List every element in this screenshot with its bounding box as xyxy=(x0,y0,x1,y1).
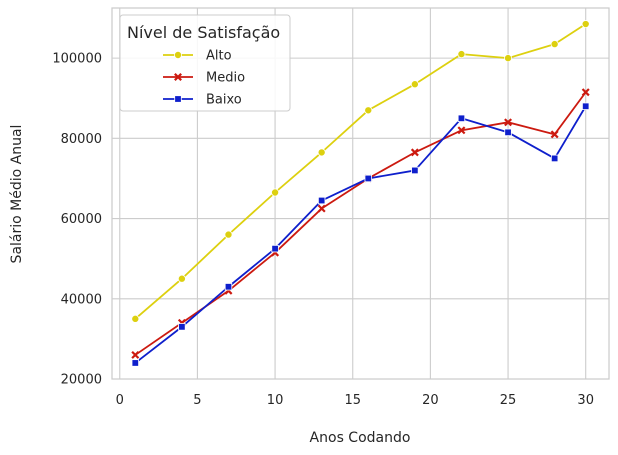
y-tick-label-0: 20000 xyxy=(61,373,102,388)
x-axis-ticks: 0 5 10 15 20 25 30 xyxy=(116,393,594,408)
y-tick-label-1: 40000 xyxy=(61,292,102,307)
y-tick-label-2: 60000 xyxy=(61,212,102,227)
data-point-medio-0 xyxy=(131,350,140,359)
x-tick-label-6: 30 xyxy=(577,393,594,408)
data-point-baixo-10 xyxy=(582,102,590,110)
x-tick-label-2: 10 xyxy=(267,393,284,408)
data-point-alto-2 xyxy=(224,230,233,239)
data-point-alto-8 xyxy=(504,54,513,63)
data-point-alto-5 xyxy=(364,106,373,115)
legend: Nível de Satisfação Alto Medio Baixo xyxy=(119,14,291,112)
legend-marker-baixo xyxy=(174,95,182,103)
plot-frame xyxy=(111,7,610,380)
x-tick-label-5: 25 xyxy=(500,393,517,408)
legend-label-baixo: Baixo xyxy=(206,93,242,108)
data-point-medio-9 xyxy=(550,130,559,139)
data-point-alto-6 xyxy=(410,80,419,89)
data-point-alto-10 xyxy=(581,20,590,29)
data-point-medio-10 xyxy=(581,88,590,97)
legend-item-baixo: Baixo xyxy=(163,93,242,108)
legend-box xyxy=(119,14,291,112)
data-point-baixo-9 xyxy=(550,154,559,163)
y-tick-label-4: 100000 xyxy=(52,52,102,67)
legend-items: Alto Medio Baixo xyxy=(163,49,245,108)
data-point-baixo-2 xyxy=(224,283,233,291)
legend-marker-medio xyxy=(174,73,182,81)
data-point-medio-8 xyxy=(504,118,513,127)
x-tick-label-3: 15 xyxy=(344,393,361,408)
x-tick-label-1: 5 xyxy=(193,393,201,408)
data-point-alto-7 xyxy=(457,50,466,59)
data-point-medio-6 xyxy=(410,148,419,157)
y-axis-label: Salário Médio Anual xyxy=(9,125,25,264)
legend-item-medio: Medio xyxy=(163,71,245,86)
data-point-baixo-4 xyxy=(317,196,326,205)
data-point-alto-4 xyxy=(317,148,326,157)
data-point-alto-0 xyxy=(131,314,140,323)
legend-title: Nível de Satisfação xyxy=(127,23,280,42)
data-point-baixo-5 xyxy=(364,174,372,183)
series-group xyxy=(131,20,590,367)
y-axis-ticks: 20000 40000 60000 80000 100000 xyxy=(52,52,102,388)
data-point-alto-9 xyxy=(550,40,559,49)
legend-item-alto: Alto xyxy=(163,49,232,64)
data-point-medio-7 xyxy=(457,126,466,135)
data-point-alto-3 xyxy=(271,188,280,197)
data-point-medio-4 xyxy=(317,204,326,213)
data-point-baixo-3 xyxy=(271,244,279,253)
series-alto xyxy=(131,20,590,323)
data-point-alto-1 xyxy=(177,274,186,283)
x-tick-label-0: 0 xyxy=(116,393,124,408)
data-point-baixo-8 xyxy=(504,128,512,137)
x-tick-label-4: 20 xyxy=(422,393,439,408)
y-tick-label-3: 80000 xyxy=(61,132,102,147)
x-axis-label: Anos Codando xyxy=(310,430,411,446)
data-point-baixo-0 xyxy=(131,359,139,367)
data-point-baixo-7 xyxy=(457,114,466,122)
legend-marker-alto xyxy=(173,51,182,60)
legend-label-alto: Alto xyxy=(206,49,232,64)
data-point-baixo-6 xyxy=(411,166,419,175)
legend-label-medio: Medio xyxy=(206,71,245,86)
series-baixo xyxy=(131,102,590,367)
data-point-baixo-1 xyxy=(178,323,186,331)
